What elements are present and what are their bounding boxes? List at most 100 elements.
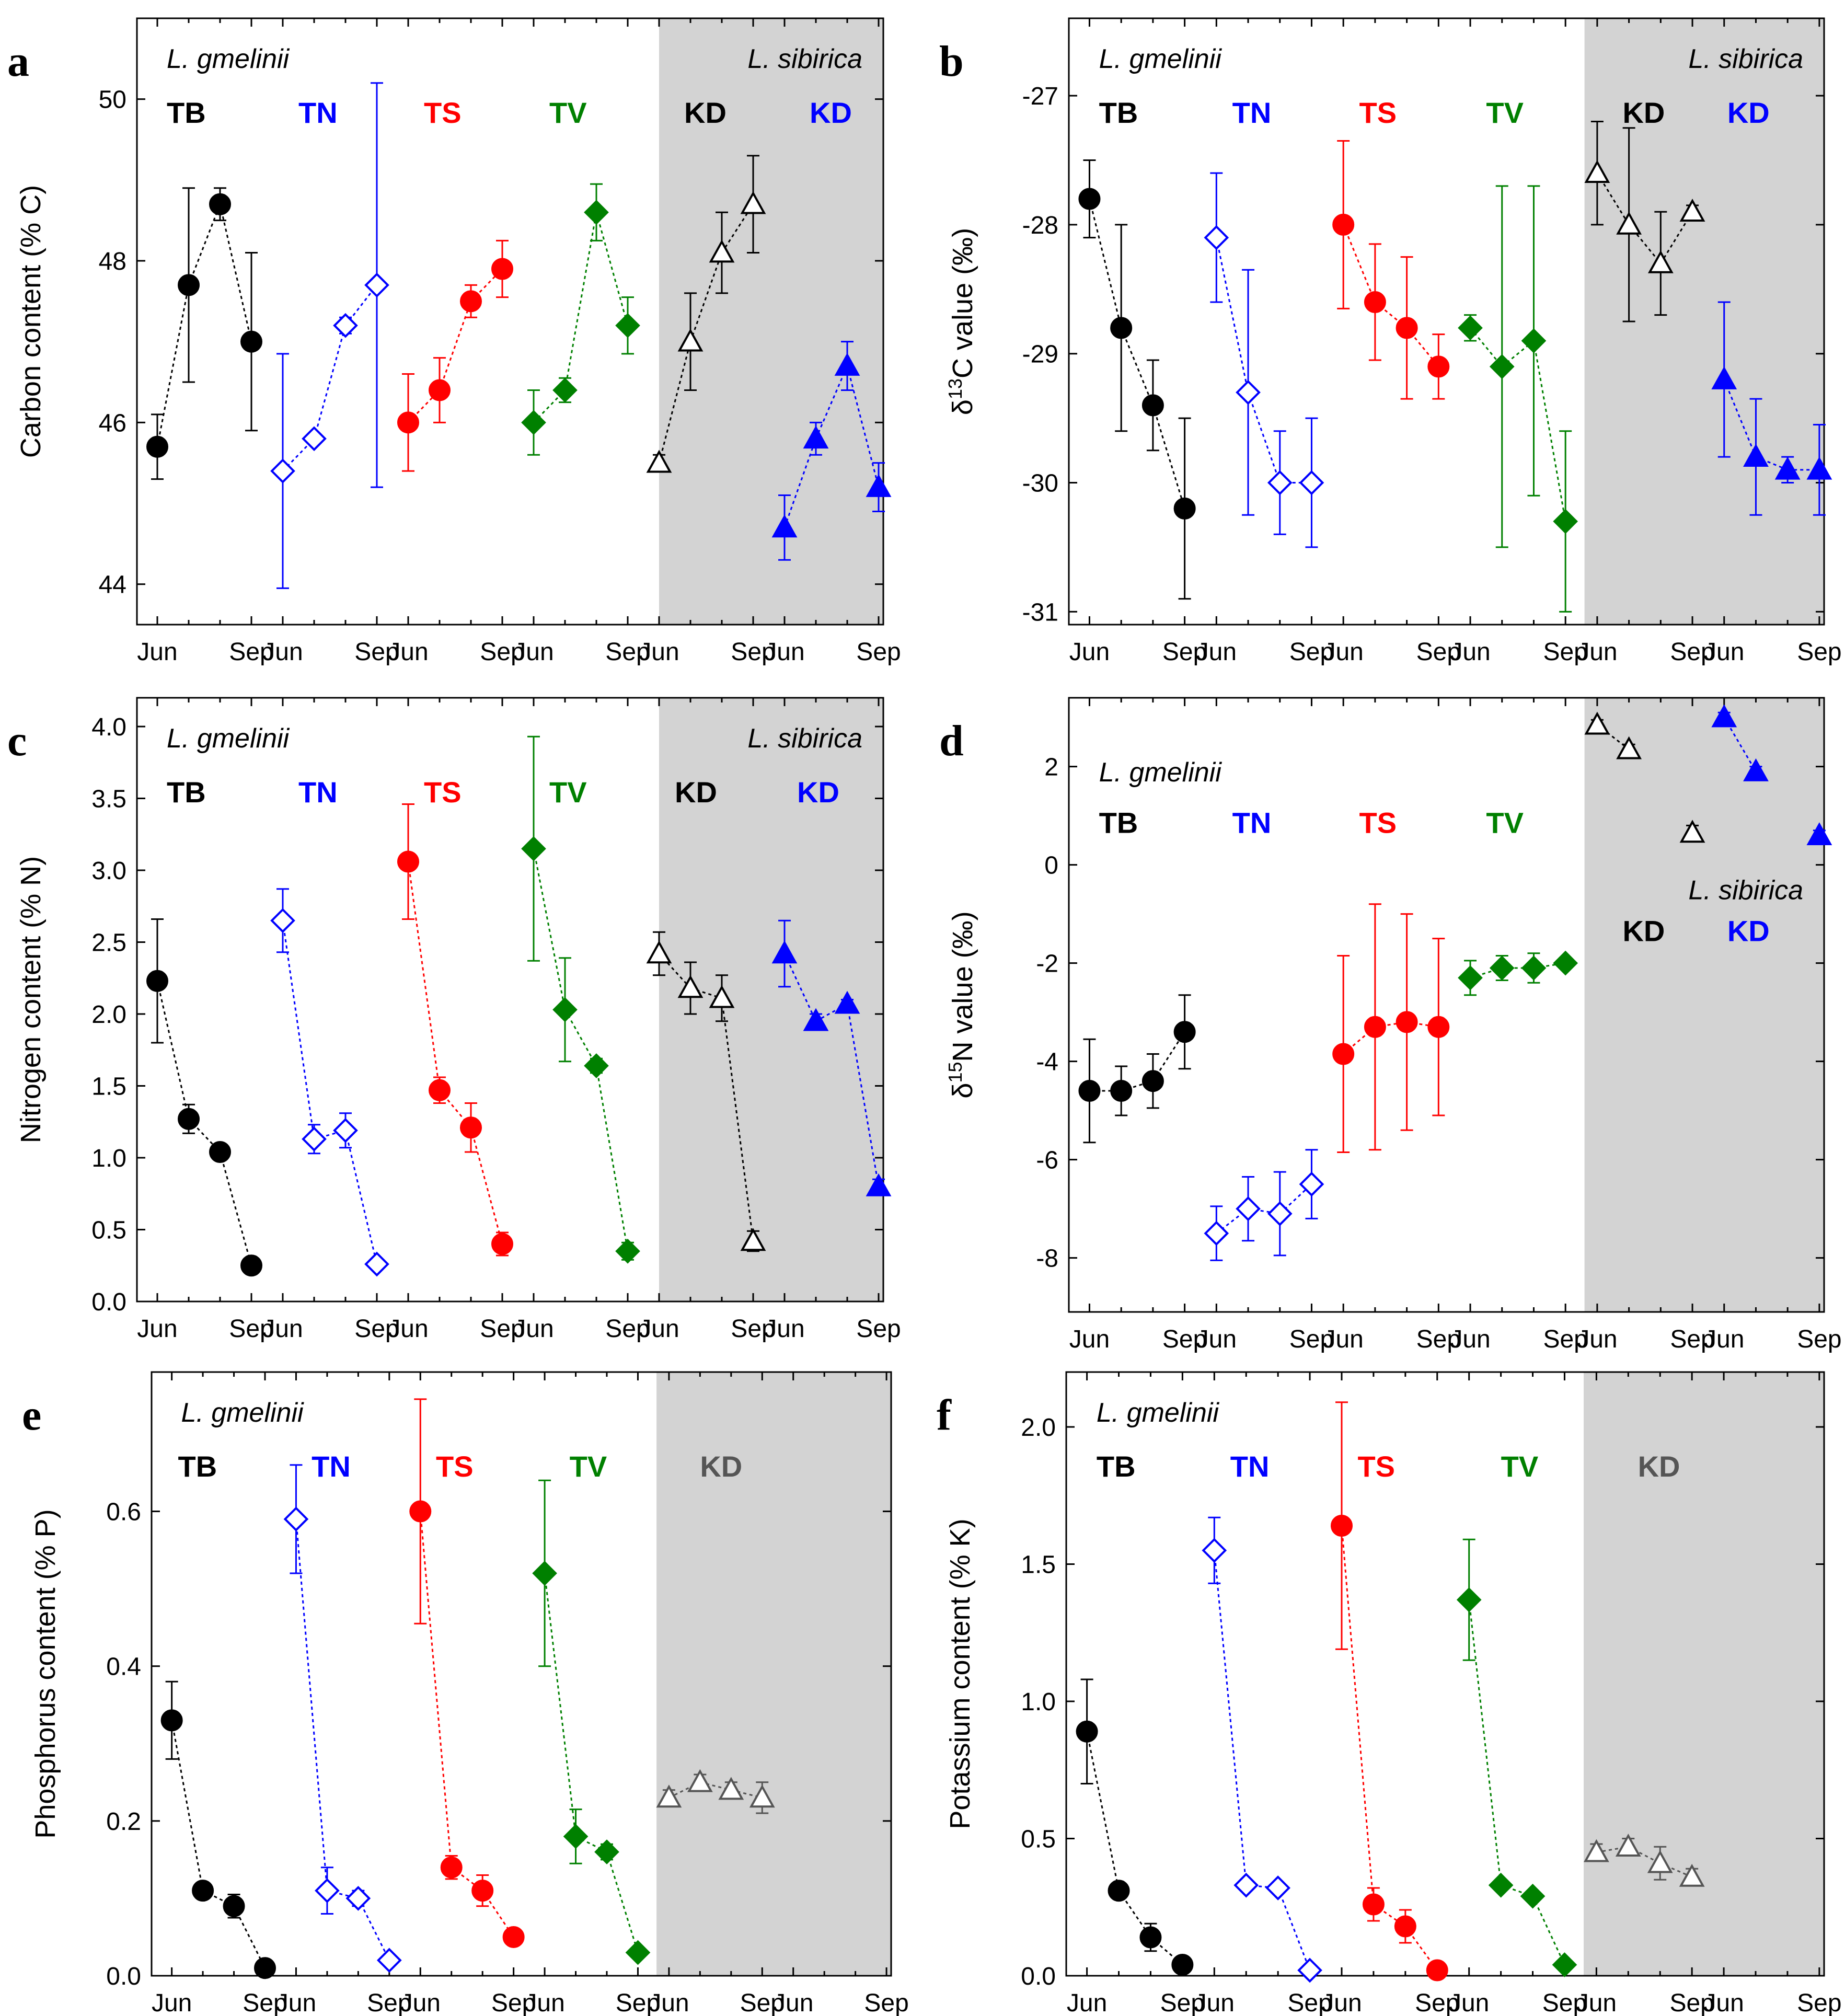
x-tick-label: Jun <box>649 1989 689 2016</box>
series-kd <box>771 919 892 1196</box>
connector-line <box>188 204 221 285</box>
site-label-kd: KD <box>700 1450 742 1483</box>
data-point <box>409 1500 432 1523</box>
data-point <box>1141 1070 1164 1092</box>
data-point <box>1396 317 1418 339</box>
connector-line <box>344 1130 378 1264</box>
connector-line <box>1532 340 1566 522</box>
data-point <box>1396 1011 1418 1033</box>
series-kd <box>656 1769 775 1814</box>
connector-line <box>313 325 347 439</box>
data-point <box>866 1173 892 1196</box>
y-tick-label: 3.0 <box>91 857 126 885</box>
data-point <box>1110 317 1133 339</box>
data-point <box>1236 1196 1261 1222</box>
plot-frame <box>136 17 884 626</box>
x-tick-label: Sep <box>731 638 775 666</box>
data-point <box>1297 1957 1322 1983</box>
data-point <box>254 1957 276 1979</box>
connector-line <box>815 365 848 439</box>
y-axis-title: Nitrogen content (% N) <box>15 856 47 1143</box>
y-tick-label: 4.0 <box>91 713 126 741</box>
series-tv <box>532 1479 651 1965</box>
data-point <box>656 1784 682 1808</box>
x-tick-label: Jun <box>276 1989 316 2016</box>
data-point <box>240 330 262 353</box>
series-kd <box>646 155 766 473</box>
data-point <box>1265 1875 1290 1900</box>
data-point <box>376 1948 402 1973</box>
x-tick-label: Sep <box>1797 1989 1841 2016</box>
x-tick-label: Jun <box>1704 1326 1744 1353</box>
data-point <box>1806 456 1832 480</box>
connector-line <box>564 212 597 390</box>
data-point <box>771 940 798 964</box>
data-point <box>677 328 704 352</box>
connector-line <box>564 1009 597 1066</box>
y-tick-label: 46 <box>99 409 126 437</box>
site-label-kd: KD <box>1622 96 1665 129</box>
y-tick-label: 1.0 <box>91 1145 126 1172</box>
y-axis-title: Potassium content (% K) <box>944 1518 976 1829</box>
connector-line <box>439 301 472 390</box>
species-label-left: L. gmelinii <box>1099 44 1223 74</box>
data-point <box>1647 250 1674 273</box>
data-point <box>160 1709 183 1732</box>
data-point <box>178 1108 200 1130</box>
series-tb <box>1078 994 1196 1144</box>
x-tick-label: Jun <box>513 638 554 666</box>
data-point <box>771 514 798 538</box>
plot-frame <box>1068 697 1825 1313</box>
y-tick-label: -6 <box>1036 1147 1058 1174</box>
x-tick-label: Sep <box>1416 638 1461 666</box>
x-tick-label: Sep <box>480 638 524 666</box>
y-tick-label: -4 <box>1036 1049 1058 1076</box>
data-point <box>429 379 451 401</box>
data-point <box>209 193 231 215</box>
data-point <box>615 1238 640 1264</box>
connector-line <box>219 204 252 342</box>
plot-frame <box>1068 17 1825 626</box>
species-label-right: L. sibirica <box>747 723 862 754</box>
data-point <box>270 908 295 934</box>
x-tick-label: Sep <box>616 1989 660 2016</box>
y-axis-title-superscript: 13 <box>944 378 966 399</box>
y-tick-label: 3.5 <box>91 786 126 813</box>
series-ts <box>1330 1401 1448 1982</box>
site-label-tn: TN <box>298 96 338 129</box>
data-point <box>192 1880 214 1902</box>
species-label-left: L. gmelinii <box>167 44 290 74</box>
connector-line <box>156 285 190 447</box>
data-point <box>491 258 513 280</box>
data-point <box>709 985 735 1008</box>
data-point <box>1110 1080 1133 1102</box>
site-label-tn: TN <box>1230 1450 1270 1483</box>
data-point <box>146 970 168 992</box>
shaded-region <box>1584 18 1824 625</box>
series-tn <box>1204 172 1324 548</box>
connector-line <box>1723 379 1757 457</box>
panel-letter: a <box>7 37 29 86</box>
panel-letter: f <box>937 1391 952 1439</box>
data-point <box>1774 456 1801 480</box>
site-label-tb: TB <box>1099 807 1138 839</box>
data-point <box>1078 188 1101 210</box>
x-tick-label: Jun <box>1577 638 1617 666</box>
x-tick-label: Jun <box>1704 638 1744 666</box>
panel-letter: d <box>939 717 964 765</box>
x-tick-label: Jun <box>764 638 804 666</box>
x-tick-label: Jun <box>388 638 428 666</box>
site-label-tn: TN <box>1232 96 1272 129</box>
y-tick-label: 0.2 <box>106 1808 141 1836</box>
data-point <box>646 940 672 964</box>
data-point <box>1427 355 1450 378</box>
site-label-tv: TV <box>549 776 587 809</box>
series-tb <box>146 918 262 1277</box>
site-label-ts: TS <box>424 96 462 129</box>
y-tick-label: -29 <box>1022 341 1058 368</box>
y-tick-label: 1.5 <box>91 1073 126 1101</box>
data-point <box>1616 211 1642 235</box>
site-label-tv: TV <box>570 1450 607 1483</box>
data-point <box>178 274 200 296</box>
